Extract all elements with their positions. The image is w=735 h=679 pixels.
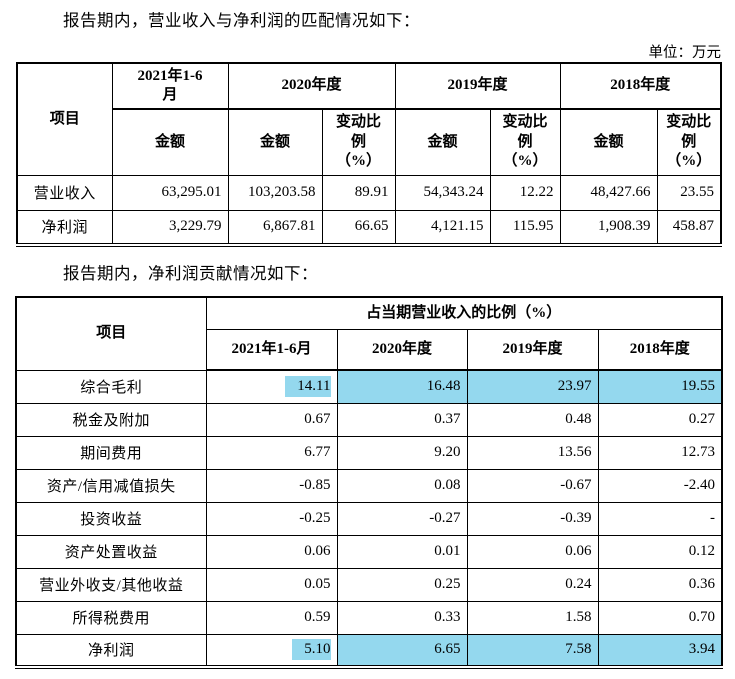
- header-amount: 金额: [111, 108, 229, 176]
- table-row-revenue: 营业收入 63,295.01 103,203.58 89.91 54,343.2…: [16, 174, 722, 211]
- amount-cell: 6,867.81: [227, 209, 323, 246]
- amount-cell: 4,121.15: [394, 209, 491, 246]
- table-row-income-tax-expense: 所得税费用 0.59 0.33 1.58 0.70: [15, 600, 723, 635]
- row-label: 资产/信用减值损失: [15, 468, 207, 503]
- ratio-cell: 66.65: [321, 209, 396, 246]
- ratio-cell: 0.33: [336, 600, 468, 635]
- ratio-cell: 23.55: [656, 174, 722, 211]
- ratio-cell: -0.27: [336, 501, 468, 536]
- amount-cell: 103,203.58: [227, 174, 323, 211]
- ratio-cell: -0.39: [466, 501, 599, 536]
- ratio-cell: 0.25: [336, 567, 468, 602]
- row-label: 净利润: [15, 633, 207, 668]
- ratio-cell: 0.70: [597, 600, 723, 635]
- header-group-ratio-of-revenue: 占当期营业收入的比例（%）: [205, 296, 723, 330]
- ratio-cell: 0.27: [597, 402, 723, 437]
- row-label: 资产处置收益: [15, 534, 207, 569]
- header-amount: 金额: [559, 108, 658, 176]
- table-row-asset-disposal-income: 资产处置收益 0.06 0.01 0.06 0.12: [15, 534, 723, 569]
- ratio-cell-highlighted: 23.97: [466, 369, 599, 404]
- row-label: 综合毛利: [15, 369, 207, 404]
- amount-cell: 1,908.39: [559, 209, 658, 246]
- ratio-cell-highlighted: 16.48: [336, 369, 468, 404]
- amount-cell: 63,295.01: [111, 174, 229, 211]
- ratio-cell: 1.58: [466, 600, 599, 635]
- header-period-2019: 2019年度: [394, 62, 561, 110]
- ratio-cell-highlighted: 7.58: [466, 633, 599, 668]
- highlighted-value: 5.10: [292, 639, 331, 661]
- ratio-cell: 5.10: [205, 633, 338, 668]
- amount-cell: 48,427.66: [559, 174, 658, 211]
- header-period-2019: 2019年度: [466, 328, 599, 371]
- header-period-2020: 2020年度: [336, 328, 468, 371]
- ratio-cell: 9.20: [336, 435, 468, 470]
- table-row-gross-margin: 综合毛利 14.11 16.48 23.97 19.55: [15, 369, 723, 404]
- table-row-period-expenses: 期间费用 6.77 9.20 13.56 12.73: [15, 435, 723, 470]
- ratio-cell: 0.48: [466, 402, 599, 437]
- ratio-cell: 115.95: [489, 209, 561, 246]
- header-period-2020: 2020年度: [227, 62, 396, 110]
- header-item: 项目: [15, 296, 207, 371]
- ratio-cell: 0.06: [205, 534, 338, 569]
- highlighted-value: 14.11: [285, 376, 331, 398]
- unit-label: 单位：万元: [648, 45, 722, 61]
- ratio-cell-highlighted: 19.55: [597, 369, 723, 404]
- ratio-cell: 12.22: [489, 174, 561, 211]
- row-label: 投资收益: [15, 501, 207, 536]
- row-label: 所得税费用: [15, 600, 207, 635]
- ratio-cell: 0.59: [205, 600, 338, 635]
- ratio-cell: 0.37: [336, 402, 468, 437]
- ratio-cell: 0.08: [336, 468, 468, 503]
- ratio-cell: 0.05: [205, 567, 338, 602]
- header-change-ratio: 变动比 例 （%）: [656, 108, 722, 176]
- header-change-ratio: 变动比 例 （%）: [321, 108, 396, 176]
- ratio-cell: -0.85: [205, 468, 338, 503]
- header-change-ratio: 变动比 例 （%）: [489, 108, 561, 176]
- table-row-non-operating-other-income: 营业外收支/其他收益 0.05 0.25 0.24 0.36: [15, 567, 723, 602]
- net-profit-contribution-table: 项目 占当期营业收入的比例（%） 2021年1-6月 2020年度 2019年度…: [15, 296, 724, 669]
- table-row-impairment-loss: 资产/信用减值损失 -0.85 0.08 -0.67 -2.40: [15, 468, 723, 503]
- ratio-cell: 458.87: [656, 209, 722, 246]
- ratio-cell: -: [597, 501, 723, 536]
- ratio-cell: 0.12: [597, 534, 723, 569]
- ratio-cell: 89.91: [321, 174, 396, 211]
- ratio-cell: 12.73: [597, 435, 723, 470]
- amount-cell: 54,343.24: [394, 174, 491, 211]
- ratio-cell: 0.06: [466, 534, 599, 569]
- intro-paragraph-2: 报告期内，净利润贡献情况如下：: [63, 264, 318, 283]
- header-period-2021: 2021年1-6 月: [111, 62, 229, 110]
- table-row-taxes-surcharges: 税金及附加 0.67 0.37 0.48 0.27: [15, 402, 723, 437]
- row-label: 期间费用: [15, 435, 207, 470]
- ratio-cell: 14.11: [205, 369, 338, 404]
- ratio-cell: -0.25: [205, 501, 338, 536]
- header-period-2021: 2021年1-6月: [205, 328, 338, 371]
- table-row-investment-income: 投资收益 -0.25 -0.27 -0.39 -: [15, 501, 723, 536]
- ratio-cell-highlighted: 6.65: [336, 633, 468, 668]
- ratio-cell: 13.56: [466, 435, 599, 470]
- ratio-cell-highlighted: 3.94: [597, 633, 723, 668]
- header-item: 项目: [16, 62, 113, 176]
- row-label: 营业外收支/其他收益: [15, 567, 207, 602]
- intro-paragraph-1: 报告期内，营业收入与净利润的匹配情况如下：: [63, 11, 420, 30]
- ratio-cell: 0.36: [597, 567, 723, 602]
- row-label: 营业收入: [16, 174, 113, 211]
- table-row-net-profit: 净利润 3,229.79 6,867.81 66.65 4,121.15 115…: [16, 209, 722, 246]
- header-amount: 金额: [394, 108, 491, 176]
- ratio-cell: -0.67: [466, 468, 599, 503]
- row-label: 税金及附加: [15, 402, 207, 437]
- header-period-2018: 2018年度: [597, 328, 723, 371]
- ratio-cell: -2.40: [597, 468, 723, 503]
- table-row-net-profit: 净利润 5.10 6.65 7.58 3.94: [15, 633, 723, 668]
- header-period-2018: 2018年度: [559, 62, 722, 110]
- ratio-cell: 0.01: [336, 534, 468, 569]
- ratio-cell: 0.24: [466, 567, 599, 602]
- ratio-cell: 6.77: [205, 435, 338, 470]
- amount-cell: 3,229.79: [111, 209, 229, 246]
- header-amount: 金额: [227, 108, 323, 176]
- revenue-profit-match-table: 项目 2021年1-6 月 2020年度 2019年度 2018年度 金额 金额…: [16, 62, 723, 247]
- ratio-cell: 0.67: [205, 402, 338, 437]
- row-label: 净利润: [16, 209, 113, 246]
